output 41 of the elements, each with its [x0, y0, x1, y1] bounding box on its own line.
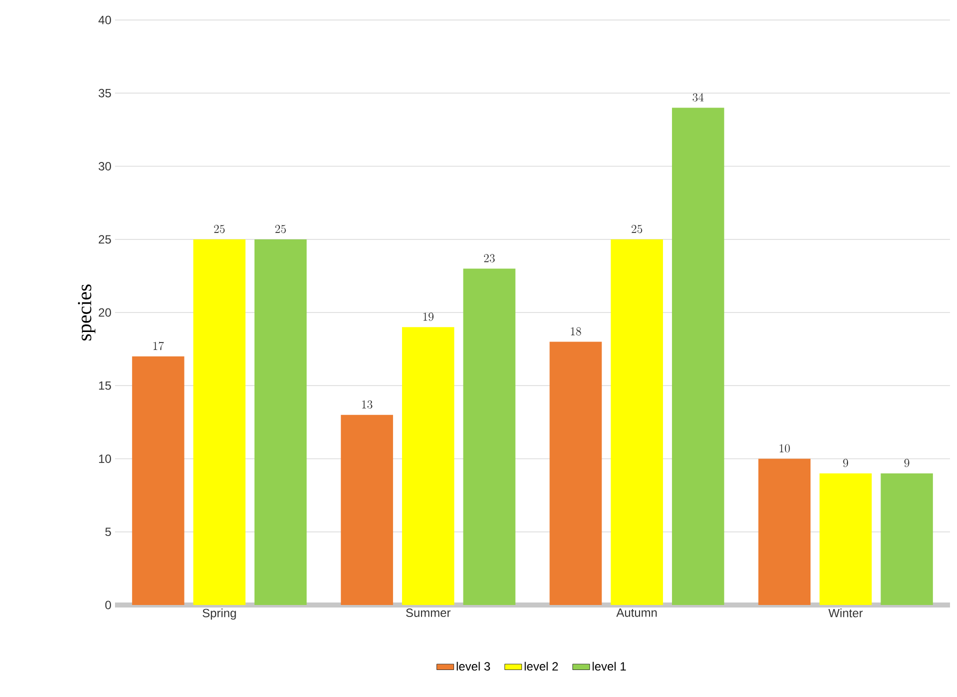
y-tick-label: 40 [98, 16, 112, 24]
data-label: 17 [153, 342, 164, 350]
bar [758, 458, 811, 605]
x-tick-label: Spring [202, 608, 236, 620]
data-label: 25 [632, 224, 642, 234]
legend-label: level 1 [592, 662, 626, 671]
bar [880, 473, 933, 605]
x-tick-label: Summer [406, 608, 451, 617]
bar [610, 239, 663, 605]
bar [402, 327, 454, 605]
data-label: 23 [484, 254, 495, 262]
y-tick-label: 35 [98, 88, 111, 98]
x-tick-label: Winter [828, 608, 863, 618]
y-tick-label: 15 [99, 381, 111, 390]
y-tick-label: 5 [105, 528, 111, 536]
bar [820, 473, 872, 605]
data-label: 34 [692, 93, 704, 102]
data-label: 25 [214, 224, 225, 234]
y-axis-title: species [78, 284, 96, 340]
bar [550, 342, 602, 605]
y-tick-label: 0 [105, 600, 112, 610]
data-label: 9 [843, 458, 848, 468]
y-tick-label: 20 [98, 308, 112, 317]
y-tick-label: 25 [98, 235, 111, 244]
x-tick-label: Autumn [616, 608, 657, 617]
bar [463, 268, 516, 605]
data-label: 18 [570, 327, 582, 336]
y-tick-label: 10 [99, 454, 112, 463]
bar [672, 108, 724, 605]
legend-label: level 2 [524, 662, 558, 671]
bar [132, 356, 184, 605]
y-tick-label: 30 [98, 162, 112, 170]
data-label: 13 [362, 400, 372, 409]
bar [340, 414, 394, 605]
data-label: 10 [780, 444, 790, 452]
data-label: 19 [423, 312, 434, 321]
bar [193, 239, 246, 605]
data-label: 25 [275, 224, 286, 234]
legend-label: level 3 [456, 662, 490, 671]
bar [254, 239, 307, 605]
data-label: 9 [904, 458, 910, 468]
